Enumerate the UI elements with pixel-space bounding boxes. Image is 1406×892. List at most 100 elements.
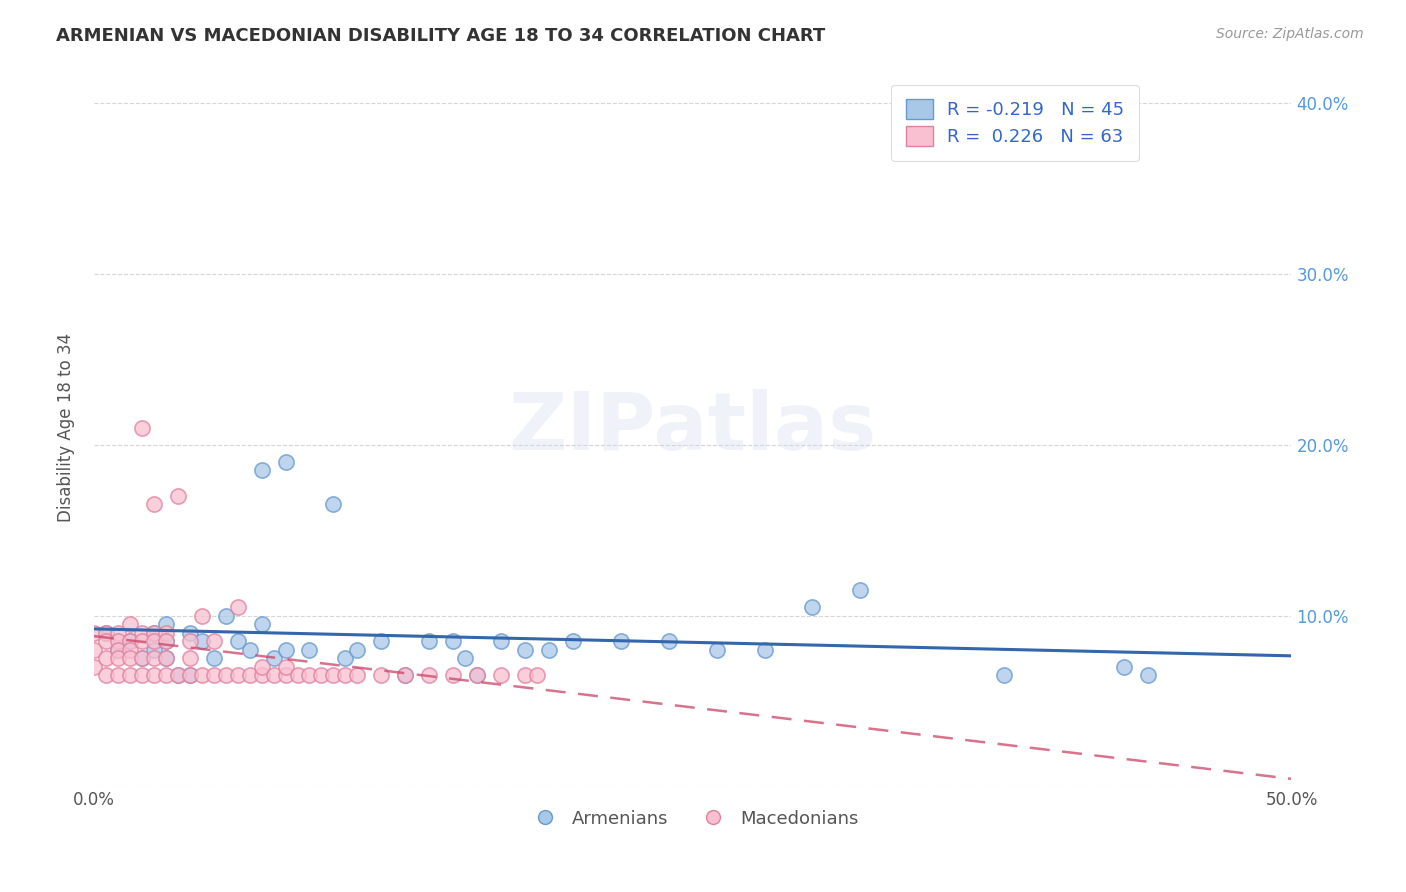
Point (190, 608, 212, 623)
Point (513, 668, 536, 682)
Point (179, 668, 201, 682)
Point (239, 642, 262, 657)
Point (155, 651, 177, 665)
Point (441, 634, 464, 648)
Point (801, 599, 824, 614)
Point (537, 642, 560, 657)
Text: ARMENIAN VS MACEDONIAN DISABILITY AGE 18 TO 34 CORRELATION CHART: ARMENIAN VS MACEDONIAN DISABILITY AGE 18… (56, 27, 825, 45)
Point (107, 642, 129, 657)
Point (274, 660, 297, 674)
Point (118, 651, 141, 665)
Point (179, 651, 201, 665)
Point (274, 642, 297, 657)
Point (179, 668, 201, 682)
Point (166, 668, 188, 682)
Point (94, 625, 117, 640)
Point (394, 668, 416, 682)
Point (849, 582, 872, 597)
Point (166, 668, 188, 682)
Y-axis label: Disability Age 18 to 34: Disability Age 18 to 34 (58, 333, 75, 522)
Point (298, 642, 321, 657)
Legend: Armenians, Macedonians: Armenians, Macedonians (519, 803, 866, 835)
Point (118, 668, 141, 682)
Point (658, 634, 681, 648)
Point (94, 651, 117, 665)
Point (370, 634, 392, 648)
Point (107, 634, 129, 648)
Point (166, 489, 188, 503)
Point (1136, 668, 1159, 682)
Point (155, 625, 177, 640)
Point (214, 668, 236, 682)
Point (83, 642, 105, 657)
Point (94, 625, 117, 640)
Point (322, 497, 344, 511)
Point (142, 634, 165, 648)
Point (155, 668, 177, 682)
Point (226, 668, 249, 682)
Point (250, 668, 273, 682)
Point (179, 625, 201, 640)
Point (214, 608, 236, 623)
Point (107, 625, 129, 640)
Point (107, 642, 129, 657)
Point (83, 625, 105, 640)
Point (118, 642, 141, 657)
Point (226, 634, 249, 648)
Point (274, 668, 297, 682)
Point (142, 625, 165, 640)
Point (142, 668, 165, 682)
Point (202, 668, 225, 682)
Point (263, 668, 285, 682)
Point (131, 651, 153, 665)
Point (202, 634, 225, 648)
Point (94, 634, 117, 648)
Point (179, 634, 201, 648)
Point (346, 668, 368, 682)
Point (298, 668, 321, 682)
Point (142, 651, 165, 665)
Point (142, 625, 165, 640)
Point (394, 668, 416, 682)
Point (465, 668, 488, 682)
Point (107, 668, 129, 682)
Point (489, 634, 512, 648)
Point (513, 642, 536, 657)
Point (190, 668, 212, 682)
Point (118, 617, 141, 632)
Point (1112, 660, 1135, 674)
Point (489, 668, 512, 682)
Point (706, 642, 728, 657)
Point (131, 625, 153, 640)
Point (263, 651, 285, 665)
Point (239, 668, 262, 682)
Point (993, 668, 1015, 682)
Point (418, 668, 440, 682)
Text: Source: ZipAtlas.com: Source: ZipAtlas.com (1216, 27, 1364, 41)
Point (418, 634, 440, 648)
Point (155, 617, 177, 632)
Point (346, 642, 368, 657)
Point (454, 651, 477, 665)
Point (142, 642, 165, 657)
Point (311, 668, 333, 682)
Point (118, 634, 141, 648)
Point (94, 668, 117, 682)
Point (441, 668, 464, 682)
Point (610, 634, 633, 648)
Point (83, 660, 105, 674)
Point (155, 651, 177, 665)
Point (274, 455, 297, 469)
Point (335, 651, 357, 665)
Point (370, 668, 392, 682)
Point (754, 642, 776, 657)
Point (131, 634, 153, 648)
Text: ZIPatlas: ZIPatlas (509, 389, 877, 467)
Point (202, 651, 225, 665)
Point (131, 651, 153, 665)
Point (118, 634, 141, 648)
Point (250, 660, 273, 674)
Point (155, 634, 177, 648)
Point (526, 668, 548, 682)
Point (335, 668, 357, 682)
